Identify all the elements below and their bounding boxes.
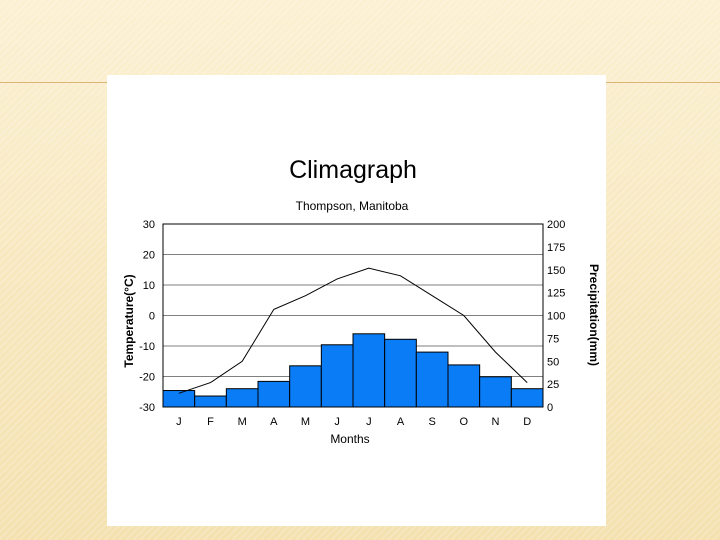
precipitation-bar (384, 338, 417, 408)
x-axis-label: Months (330, 432, 369, 446)
right-axis-label: Precipitation(mm) (587, 264, 601, 366)
month-tick-label: A (397, 416, 405, 428)
left-axis-label: Temperature(°C) (122, 274, 136, 367)
month-tick-label: J (334, 416, 340, 428)
right-axis-ticks: 200 175 150 125 100 75 50 25 0 (547, 219, 565, 414)
precipitation-bar (194, 395, 227, 408)
plot-area-border (162, 223, 544, 408)
precipitation-bar (479, 376, 512, 408)
left-tick-label: 0 (149, 311, 155, 323)
temperature-series-line (178, 267, 528, 394)
right-tick-label: 200 (547, 219, 565, 231)
month-tick-label: O (460, 416, 469, 428)
right-tick-label: 0 (547, 402, 553, 414)
precipitation-bar (320, 344, 354, 408)
left-tick-label: -30 (139, 402, 155, 414)
right-tick-label: 125 (547, 288, 565, 300)
precipitation-bar (510, 388, 544, 408)
right-tick-label: 50 (547, 356, 559, 368)
month-tick-label: J (176, 416, 182, 428)
chart-subtitle: Thompson, Manitoba (296, 199, 409, 213)
month-tick-label: D (523, 416, 531, 428)
precipitation-bar (289, 365, 322, 408)
left-axis-ticks: 30 20 10 0 -10 -20 -30 (139, 219, 155, 414)
left-tick-label: 30 (143, 219, 155, 231)
month-tick-label: S (428, 416, 435, 428)
precipitation-bar (447, 364, 481, 408)
left-tick-label: 10 (143, 280, 155, 292)
month-tick-label: N (492, 416, 500, 428)
month-tick-label: M (238, 416, 247, 428)
chart-title: Climagraph (289, 156, 417, 184)
month-tick-label: J (366, 416, 372, 428)
month-tick-label: A (270, 416, 278, 428)
month-tick-label: M (301, 416, 310, 428)
left-tick-label: -10 (139, 341, 155, 353)
right-tick-label: 25 (547, 379, 559, 391)
right-tick-label: 100 (547, 311, 565, 323)
right-tick-label: 75 (547, 333, 559, 345)
climagraph-chart: Climagraph Thompson, Manitoba 3020100-10… (122, 156, 601, 446)
climagraph-image: Climagraph Thompson, Manitoba 30 20 10 0 -10… (107, 75, 606, 526)
temperature-line (178, 267, 528, 394)
precipitation-bar (352, 333, 386, 408)
precipitation-bars (162, 333, 544, 408)
right-tick-label: 175 (547, 242, 565, 254)
month-tick-label: F (207, 416, 214, 428)
right-tick-label: 150 (547, 265, 565, 277)
left-tick-label: -20 (139, 372, 155, 384)
precipitation-bar (415, 351, 449, 408)
precipitation-bar (257, 380, 291, 408)
left-tick-label: 20 (143, 250, 155, 262)
precipitation-bar (225, 388, 259, 408)
